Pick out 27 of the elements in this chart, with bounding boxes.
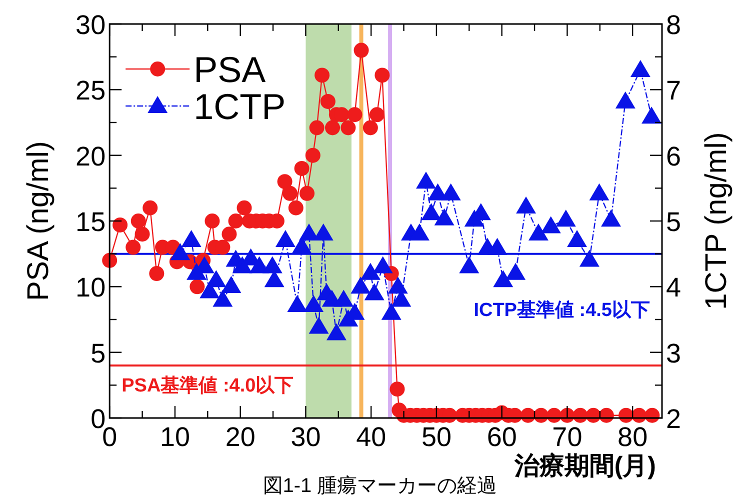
x-tick-label: 60	[486, 422, 517, 452]
y2-tick-label: 6	[666, 141, 682, 172]
y2-tick-label: 7	[666, 76, 682, 106]
ref-line-label: ICTP基準値 :4.5以下	[474, 298, 650, 321]
y-tick-label: 20	[76, 141, 106, 172]
y-tick-label: 30	[76, 10, 106, 40]
x-tick-label: 80	[618, 422, 648, 452]
y2-tick-label: 8	[666, 10, 682, 40]
y2-tick-label: 4	[666, 272, 682, 303]
y-tick-label: 15	[76, 207, 106, 237]
y-tick-label: 25	[76, 76, 106, 106]
x-tick-label: 50	[421, 422, 452, 452]
y-tick-label: 5	[90, 338, 106, 368]
y-tick-label: 10	[76, 272, 106, 303]
x-tick-label: 30	[290, 422, 321, 452]
ref-line-label: PSA基準値 :4.0以下	[122, 374, 294, 396]
y-axis-title: PSA (ng/ml)	[22, 140, 55, 302]
y2-tick-label: 2	[666, 404, 682, 434]
y2-axis-title: 1CTP (ng/ml)	[700, 132, 733, 310]
caption: 図1-1 腫瘍マーカーの経過	[262, 475, 498, 496]
y2-tick-label: 5	[666, 207, 682, 237]
x-tick-label: 40	[356, 422, 386, 452]
x-tick-label: 20	[225, 422, 256, 452]
y2-tick-label: 3	[666, 338, 682, 368]
x-tick-label: 10	[160, 422, 190, 452]
x-axis-title: 治療期間(月)	[513, 452, 656, 480]
x-tick-label: 70	[552, 422, 582, 452]
